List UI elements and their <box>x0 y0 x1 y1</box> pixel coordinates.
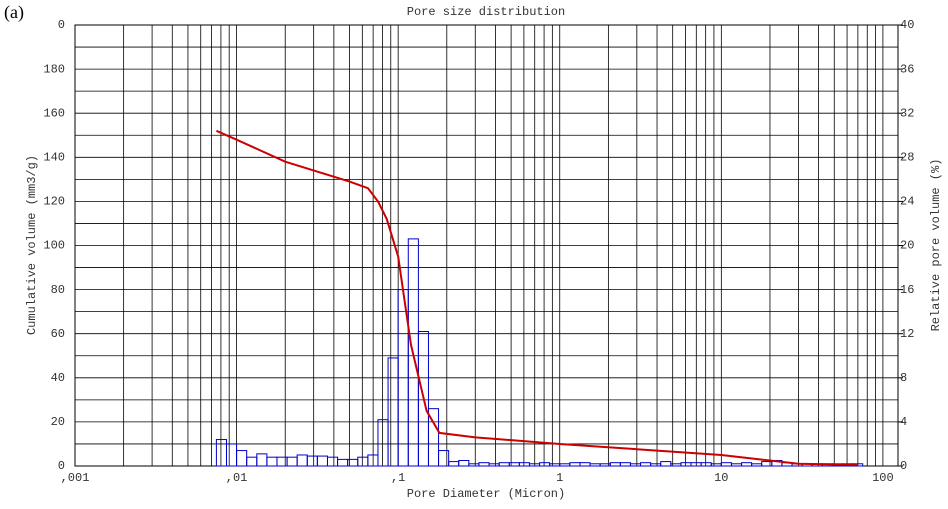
y-tick-label: 20 <box>51 415 65 429</box>
y2-tick-label: 0 <box>900 459 907 473</box>
histogram-bar <box>589 463 601 467</box>
y2-tick-label: 20 <box>900 239 914 253</box>
histogram-bar <box>215 439 227 467</box>
x-tick-label: 1 <box>556 471 563 485</box>
histogram-bar <box>337 458 349 467</box>
histogram-bar <box>225 443 238 467</box>
y2-tick-label: 12 <box>900 327 914 341</box>
histogram-bar <box>417 330 429 467</box>
y-tick-label: 180 <box>43 62 65 76</box>
histogram-bar <box>741 462 753 467</box>
histogram-bar <box>640 462 652 467</box>
histogram-bar <box>518 462 530 467</box>
x-tick-label: ,001 <box>61 471 90 485</box>
x-tick-label: ,01 <box>226 471 248 485</box>
y-tick-label: 60 <box>51 327 65 341</box>
histogram-bar <box>680 462 692 467</box>
histogram-bar <box>316 455 328 467</box>
cumulative-line <box>215 129 858 466</box>
histogram-bar <box>387 357 399 467</box>
histogram-bar <box>256 453 268 467</box>
y-tick-label: 120 <box>43 195 65 209</box>
x-axis-label: Pore Diameter (Micron) <box>407 487 565 501</box>
histogram-bar <box>286 456 298 467</box>
y2-axis-label: Relative pore volume (%) <box>929 159 943 332</box>
histogram-bar <box>296 454 308 467</box>
y-tick-label: 0 <box>58 18 65 32</box>
histogram-bar <box>539 462 551 467</box>
chart-title: Pore size distribution <box>407 5 565 19</box>
y2-tick-label: 4 <box>900 415 907 429</box>
y-tick-label: 100 <box>43 239 65 253</box>
histogram-bar <box>579 462 591 467</box>
y-tick-label: 40 <box>51 371 65 385</box>
histogram-bar <box>377 419 389 467</box>
histogram-bar <box>660 461 672 467</box>
histogram-bar <box>559 463 571 467</box>
histogram-bar <box>427 408 440 467</box>
histogram-bar <box>448 461 460 467</box>
y2-tick-label: 8 <box>900 371 907 385</box>
histogram-bar <box>700 462 712 467</box>
histogram-bar <box>326 456 339 467</box>
histogram-bar <box>650 463 662 467</box>
y2-tick-label: 40 <box>900 18 914 32</box>
histogram-bar <box>468 463 480 467</box>
histogram-bar <box>569 462 581 467</box>
histogram-bar <box>438 450 450 467</box>
histogram-bar <box>246 456 258 467</box>
x-tick-label: ,1 <box>391 471 405 485</box>
histogram-bar <box>619 462 631 467</box>
y-tick-label: 0 <box>58 459 65 473</box>
histogram-bar <box>236 450 248 467</box>
y2-tick-label: 32 <box>900 106 914 120</box>
histogram-bar <box>609 462 621 467</box>
histogram-bar <box>488 463 500 467</box>
y2-tick-label: 16 <box>900 283 914 297</box>
y-tick-label: 80 <box>51 283 65 297</box>
histogram-bar <box>710 463 722 467</box>
x-tick-label: 10 <box>714 471 728 485</box>
y-axis-label: Cumulative volume (mm3/g) <box>25 155 39 335</box>
histogram-bar <box>730 463 743 467</box>
histogram-bar <box>266 456 278 467</box>
histogram-bar <box>478 462 490 467</box>
panel-label: (a) <box>4 2 24 23</box>
histogram-bar <box>357 456 369 467</box>
histogram-bar <box>629 463 642 467</box>
y2-tick-label: 36 <box>900 62 914 76</box>
y2-tick-label: 24 <box>900 195 914 209</box>
histogram-bar <box>549 463 561 467</box>
histogram-bar <box>751 463 763 467</box>
x-tick-label: 100 <box>872 471 894 485</box>
y-tick-label: 140 <box>43 150 65 164</box>
histogram-bar <box>498 462 510 467</box>
y2-tick-label: 28 <box>900 150 914 164</box>
histogram-bar <box>306 455 318 467</box>
histogram-bar <box>458 459 470 467</box>
y-tick-label: 160 <box>43 106 65 120</box>
histogram-bar <box>720 462 732 467</box>
